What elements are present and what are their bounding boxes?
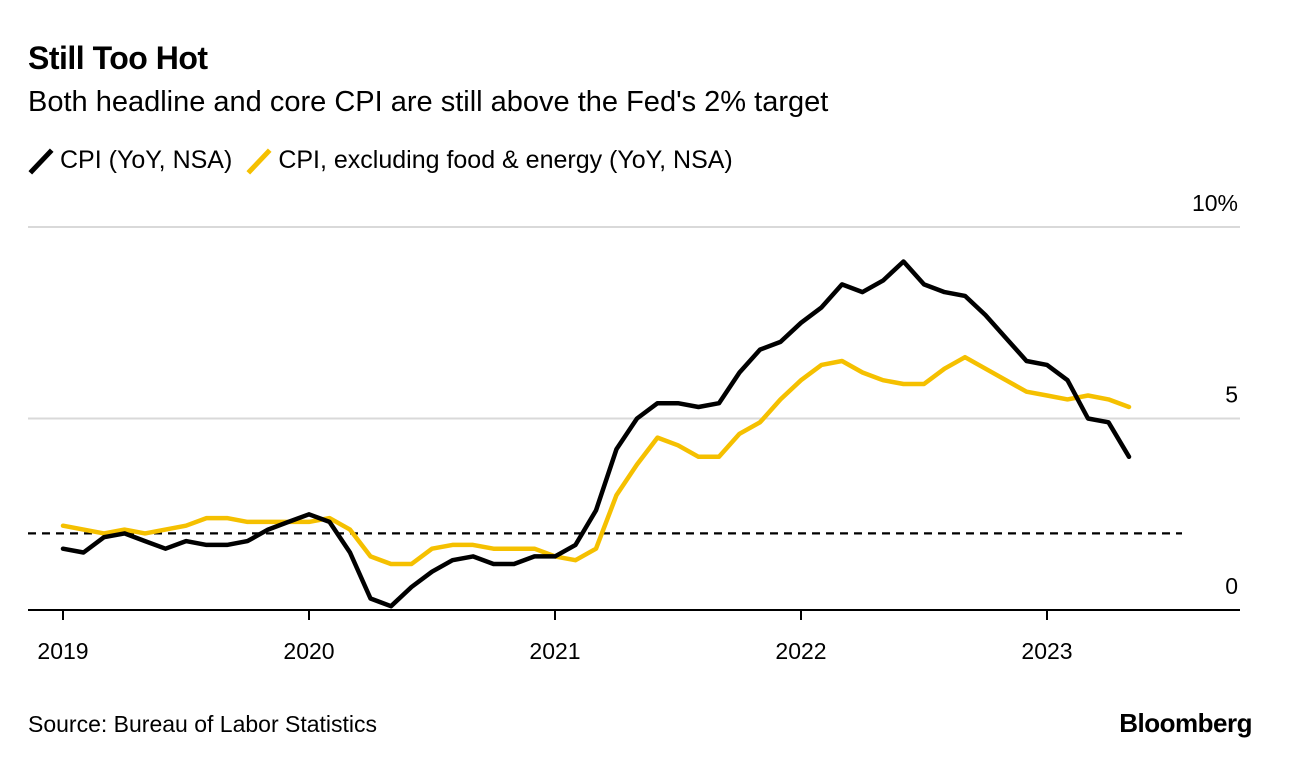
legend-label-cpi: CPI (YoY, NSA) xyxy=(60,146,233,174)
axis-layer: 10% 5 0 2019 2020 2021 2022 2023 xyxy=(28,190,1240,664)
chart-subtitle: Both headline and core CPI are still abo… xyxy=(28,86,829,118)
chart-title: Still Too Hot xyxy=(28,40,208,76)
legend-item-core-cpi: CPI, excluding food & energy (YoY, NSA) xyxy=(246,146,733,175)
legend-label-core-cpi: CPI, excluding food & energy (YoY, NSA) xyxy=(278,146,733,174)
y-tick-label: 10% xyxy=(1192,190,1238,216)
series-line-cpi xyxy=(60,259,1132,609)
x-tick-label: 2020 xyxy=(283,638,334,664)
source-note: Source: Bureau of Labor Statistics xyxy=(28,711,378,737)
legend: CPI (YoY, NSA) CPI, excluding food & ene… xyxy=(28,146,747,175)
series-line-core-cpi xyxy=(60,354,1132,567)
bloomberg-logo: Bloomberg xyxy=(1119,708,1252,738)
y-tick-label: 0 xyxy=(1225,573,1238,599)
legend-item-cpi: CPI (YoY, NSA) xyxy=(28,146,232,175)
series-layer xyxy=(60,259,1132,609)
x-tick-label: 2022 xyxy=(775,638,826,664)
grid-layer xyxy=(28,226,1240,535)
y-tick-label: 5 xyxy=(1225,382,1238,408)
x-tick-label: 2019 xyxy=(37,638,88,664)
x-tick-label: 2023 xyxy=(1021,638,1072,664)
legend-swatch-cpi-icon xyxy=(28,147,54,175)
x-tick-label: 2021 xyxy=(529,638,580,664)
legend-swatch-core-cpi-icon xyxy=(246,147,272,175)
